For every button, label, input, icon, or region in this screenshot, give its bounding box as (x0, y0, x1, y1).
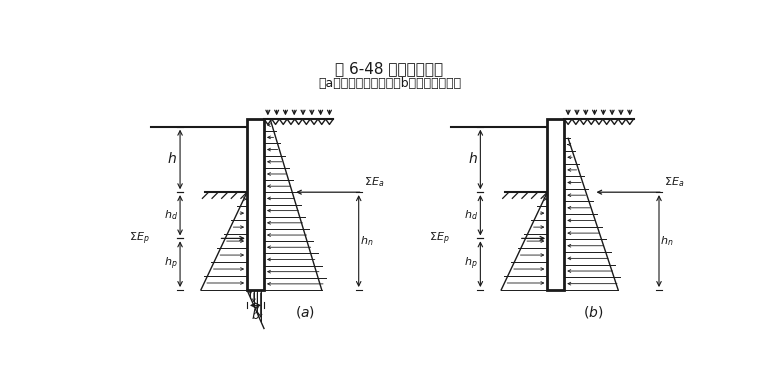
Text: $h_n$: $h_n$ (359, 234, 373, 248)
Text: $h_p$: $h_p$ (464, 256, 478, 272)
Text: $h_n$: $h_n$ (660, 234, 673, 248)
Text: $h_p$: $h_p$ (164, 256, 178, 272)
Text: （a）沙土及砖石土；（b）粘性土及粉土: （a）沙土及砖石土；（b）粘性土及粉土 (318, 77, 461, 90)
Text: $(b)$: $(b)$ (584, 303, 603, 320)
Text: 图 6-48 水泥土围护墙: 图 6-48 水泥土围护墙 (335, 61, 444, 76)
Text: $b$: $b$ (251, 308, 260, 321)
Text: h: h (468, 152, 477, 167)
Text: $\Sigma E_p$: $\Sigma E_p$ (129, 230, 150, 247)
Text: $h_d$: $h_d$ (464, 208, 478, 222)
Text: $\Sigma E_a$: $\Sigma E_a$ (364, 175, 385, 189)
Text: h: h (168, 152, 177, 167)
Text: $h_d$: $h_d$ (164, 208, 178, 222)
Text: $\Sigma E_p$: $\Sigma E_p$ (429, 230, 450, 247)
Text: $\Sigma E_a$: $\Sigma E_a$ (664, 175, 685, 189)
Bar (247, 119, 264, 290)
Text: $(a)$: $(a)$ (295, 303, 315, 320)
Bar (547, 119, 564, 290)
